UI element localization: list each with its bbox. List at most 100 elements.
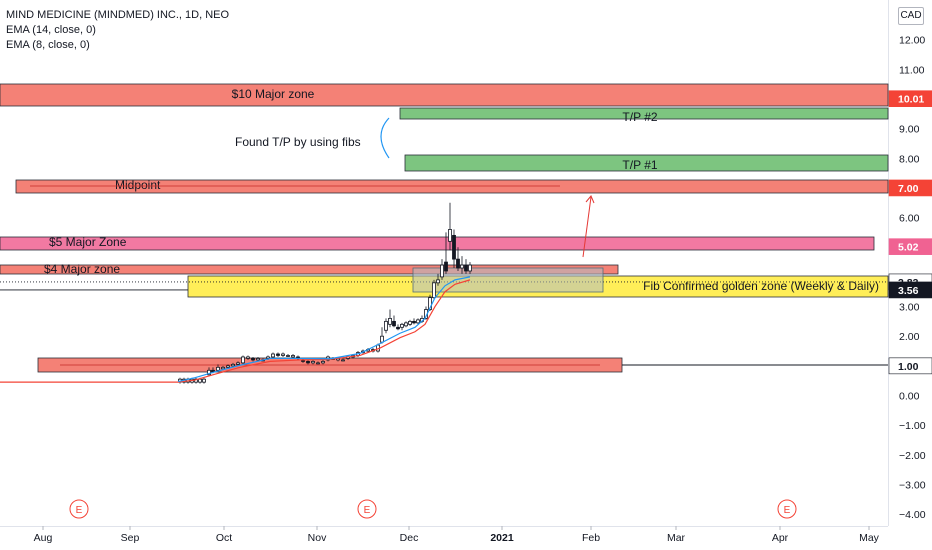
- ema14-line: [0, 279, 471, 383]
- candle-body: [436, 279, 440, 284]
- x-tick-label: Oct: [216, 532, 232, 544]
- candle-body: [291, 355, 295, 358]
- candle-body: [316, 362, 320, 365]
- candle-body: [256, 358, 260, 361]
- zone-1: [0, 83, 889, 107]
- candle-body: [404, 322, 408, 327]
- x-tick-label: 2021: [490, 532, 514, 544]
- earnings-marker-label: E: [76, 505, 83, 516]
- x-tick-label: Dec: [400, 532, 419, 544]
- price-label-bg: [888, 90, 932, 108]
- candle-body: [400, 323, 404, 328]
- zone-2: [399, 107, 889, 120]
- chart-legend: MIND MEDICINE (MINDMED) INC., 1D, NEO EM…: [6, 8, 229, 53]
- earnings-marker-3: [777, 499, 797, 519]
- price-label: 10.01: [898, 94, 924, 106]
- candle-body: [281, 353, 285, 356]
- y-tick-label: −4.00: [899, 509, 926, 521]
- zone-4: [15, 179, 889, 194]
- candle-body: [468, 264, 472, 272]
- candle-body: [396, 326, 400, 330]
- zone-label-6: $4 Major zone: [44, 262, 120, 276]
- ema8-line: [177, 276, 471, 383]
- candle-body: [464, 264, 468, 272]
- x-tick-label: Sep: [121, 532, 140, 544]
- candle-body: [456, 258, 460, 269]
- x-tick-label: May: [859, 532, 880, 544]
- y-tick-label: 9.00: [899, 124, 920, 136]
- x-tick-label: Feb: [582, 532, 600, 544]
- price-label: 3.56: [898, 285, 919, 297]
- candle-body: [202, 378, 206, 383]
- price-label: 7.00: [898, 183, 919, 195]
- x-axis-ticks: Aug Sep Oct Nov Dec 2021 Feb Mar Apr May: [34, 526, 880, 544]
- y-tick-label: 6.00: [899, 213, 920, 225]
- candle-body: [380, 335, 384, 343]
- price-label-bg: [888, 238, 932, 255]
- candle-body: [216, 366, 220, 371]
- candle-body: [236, 362, 240, 365]
- candle-body: [271, 353, 275, 358]
- price-label-bg: [888, 179, 932, 197]
- candle-body: [251, 358, 255, 361]
- currency-badge[interactable]: CAD: [898, 7, 924, 25]
- y-tick-label: −3.00: [899, 479, 926, 491]
- zone-label-1: $10 Major zone: [232, 87, 315, 101]
- y-tick-label: −1.00: [899, 420, 926, 432]
- earnings-marker-label: E: [784, 505, 791, 516]
- candle-body: [341, 359, 345, 362]
- candle-body: [241, 356, 245, 364]
- zone-label-5: $5 Major Zone: [49, 235, 127, 249]
- candle-body: [392, 320, 396, 327]
- symbol-title[interactable]: MIND MEDICINE (MINDMED) INC., 1D, NEO: [6, 9, 230, 21]
- y-tick-label: 0.00: [899, 391, 920, 403]
- candle-body: [384, 320, 388, 331]
- fibs-note: Found T/P by using fibs: [235, 135, 361, 149]
- ema14-legend[interactable]: EMA (14, close, 0): [6, 24, 96, 36]
- candle-body: [306, 361, 310, 364]
- y-tick-label: −2.00: [899, 450, 926, 462]
- y-tick-label: 3.00: [899, 302, 920, 314]
- candle-body: [460, 264, 464, 269]
- earnings-marker-2: [357, 499, 377, 519]
- x-tick-label: Mar: [667, 532, 686, 544]
- y-tick-label: 12.00: [899, 35, 925, 47]
- candle-body: [388, 318, 392, 325]
- projection-arrowhead: [585, 195, 595, 204]
- candle-body: [231, 363, 235, 367]
- y-tick-label: 2.00: [899, 331, 920, 343]
- candle-body: [432, 282, 436, 299]
- consolidation-box: [412, 267, 604, 293]
- candle-body: [448, 229, 452, 242]
- zone-label-2: T/P #2: [622, 110, 657, 124]
- candle-body: [321, 361, 325, 364]
- candle-body: [412, 320, 416, 324]
- candle-body: [416, 319, 420, 324]
- candle-body: [286, 355, 290, 357]
- ema8-legend[interactable]: EMA (8, close, 0): [6, 39, 90, 51]
- zone-3: [404, 154, 889, 172]
- candle-body: [198, 378, 202, 383]
- zone-label-3: T/P #1: [622, 158, 657, 172]
- zone-label-7: Fib Confirmed golden zone (Weekly & Dail…: [643, 279, 879, 293]
- candle-body: [246, 356, 250, 359]
- candle-body: [276, 353, 280, 356]
- y-tick-label: 11.00: [899, 64, 925, 76]
- zone-label-4: Midpoint: [115, 178, 161, 192]
- zone-6: [0, 264, 619, 275]
- candles: [178, 202, 472, 384]
- candle-body: [452, 234, 456, 260]
- candle-body: [221, 366, 225, 370]
- price-label: 1.00: [898, 361, 919, 373]
- earnings-marker-1: [69, 499, 89, 519]
- fib-bracket: [380, 117, 390, 159]
- zone-5: [0, 236, 875, 251]
- candle-body: [226, 365, 230, 368]
- projection-arrow: [582, 196, 592, 258]
- price-label: 5.02: [898, 242, 919, 254]
- x-tick-label: Apr: [772, 532, 789, 544]
- candle-body: [311, 361, 315, 364]
- x-tick-label: Aug: [34, 532, 53, 544]
- x-tick-label: Nov: [308, 532, 327, 544]
